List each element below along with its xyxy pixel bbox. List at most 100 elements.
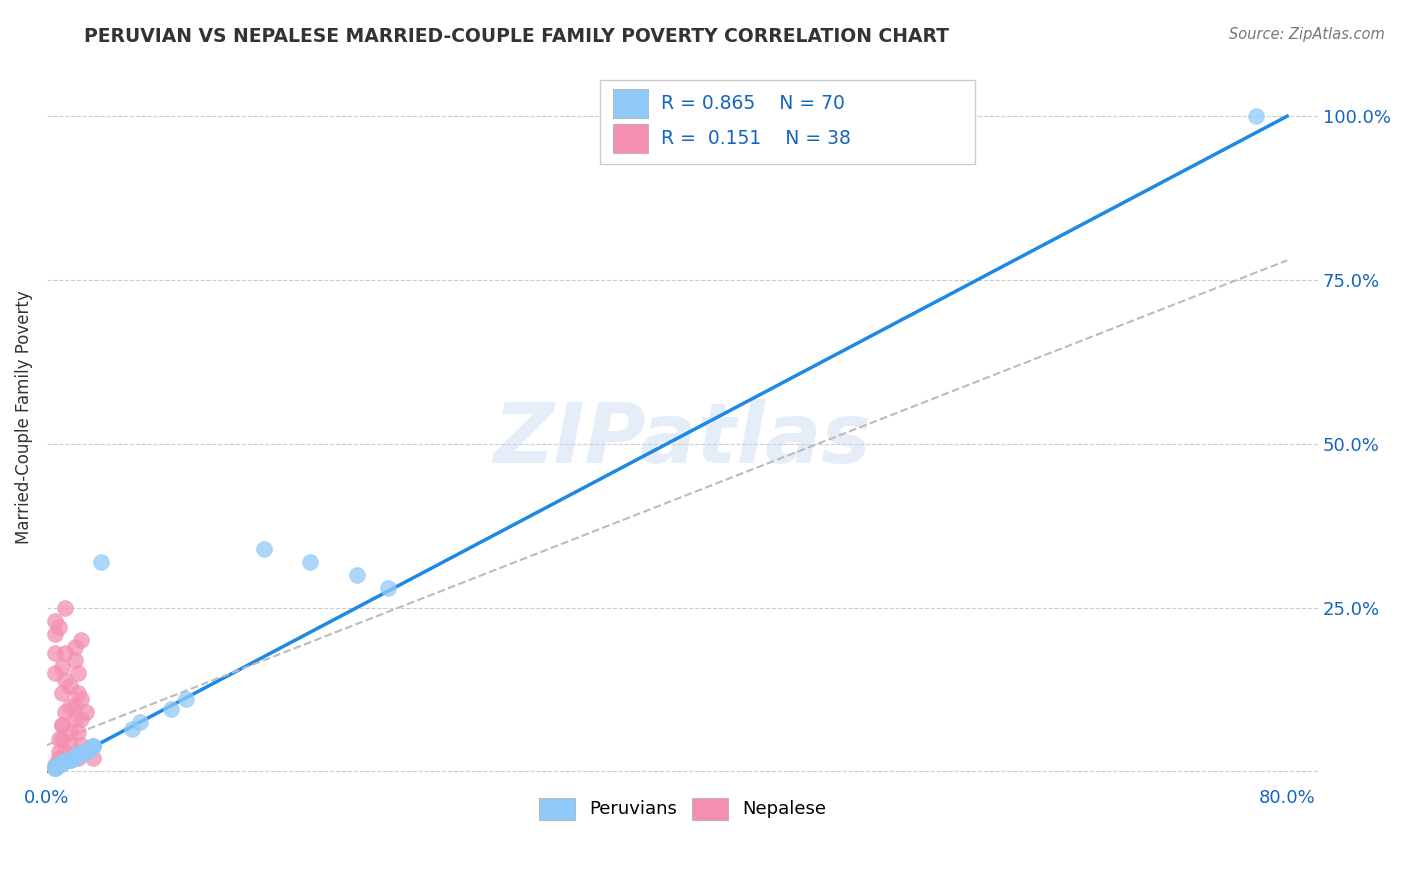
- Point: [75, 745, 97, 759]
- Point: [253, 541, 276, 556]
- Point: [51, 756, 73, 771]
- Point: [70, 746, 93, 760]
- Point: [51, 731, 73, 746]
- Point: [75, 745, 97, 759]
- Point: [55, 755, 77, 769]
- Point: [70, 692, 93, 706]
- FancyBboxPatch shape: [600, 80, 974, 164]
- Point: [55, 745, 77, 759]
- Legend: Peruvians, Nepalese: Peruvians, Nepalese: [531, 790, 834, 827]
- Point: [66, 747, 89, 762]
- Point: [121, 722, 143, 736]
- Text: R = 0.865    N = 70: R = 0.865 N = 70: [661, 94, 845, 113]
- Point: [70, 746, 93, 760]
- Point: [44, 626, 66, 640]
- Point: [75, 745, 97, 759]
- Point: [51, 686, 73, 700]
- Point: [66, 747, 89, 762]
- Point: [1244, 109, 1267, 123]
- Point: [44, 761, 66, 775]
- Point: [48, 757, 70, 772]
- Point: [55, 755, 77, 769]
- Point: [44, 761, 66, 775]
- Point: [55, 706, 77, 720]
- Point: [79, 741, 101, 756]
- Point: [55, 755, 77, 769]
- Point: [63, 640, 86, 654]
- Point: [55, 600, 77, 615]
- Point: [59, 752, 82, 766]
- Text: Source: ZipAtlas.com: Source: ZipAtlas.com: [1229, 27, 1385, 42]
- Point: [129, 715, 152, 730]
- Point: [51, 756, 73, 771]
- Point: [63, 750, 86, 764]
- Point: [59, 738, 82, 752]
- Point: [70, 746, 93, 760]
- Point: [66, 725, 89, 739]
- Point: [48, 620, 70, 634]
- Bar: [613, 124, 648, 153]
- Point: [44, 757, 66, 772]
- Point: [66, 747, 89, 762]
- Point: [82, 739, 104, 754]
- Point: [66, 747, 89, 762]
- Point: [70, 746, 93, 760]
- Point: [44, 614, 66, 628]
- Point: [79, 741, 101, 756]
- Point: [51, 718, 73, 732]
- Point: [55, 647, 77, 661]
- Point: [48, 757, 70, 772]
- Point: [55, 755, 77, 769]
- Point: [48, 731, 70, 746]
- Point: [63, 653, 86, 667]
- Y-axis label: Married-Couple Family Poverty: Married-Couple Family Poverty: [15, 291, 32, 544]
- Point: [70, 738, 93, 752]
- Point: [63, 750, 86, 764]
- Point: [59, 752, 82, 766]
- Point: [59, 725, 82, 739]
- Point: [75, 745, 97, 759]
- Text: ZIPatlas: ZIPatlas: [494, 399, 872, 480]
- Point: [66, 747, 89, 762]
- Text: R =  0.151    N = 38: R = 0.151 N = 38: [661, 129, 851, 148]
- Point: [51, 756, 73, 771]
- Point: [48, 745, 70, 759]
- Point: [82, 751, 104, 765]
- Point: [70, 633, 93, 648]
- Point: [79, 741, 101, 756]
- Point: [66, 747, 89, 762]
- Point: [346, 567, 368, 582]
- Point: [82, 739, 104, 754]
- Point: [59, 752, 82, 766]
- Point: [48, 757, 70, 772]
- Bar: [613, 89, 648, 118]
- Point: [48, 757, 70, 772]
- Point: [66, 686, 89, 700]
- Point: [59, 679, 82, 693]
- Point: [51, 718, 73, 732]
- Point: [299, 555, 322, 569]
- Point: [63, 750, 86, 764]
- Point: [59, 752, 82, 766]
- Point: [66, 666, 89, 681]
- Point: [176, 692, 198, 706]
- Point: [51, 756, 73, 771]
- Point: [44, 761, 66, 775]
- Point: [51, 756, 73, 771]
- Point: [63, 750, 86, 764]
- Point: [63, 750, 86, 764]
- Point: [59, 698, 82, 713]
- Point: [160, 702, 183, 716]
- Point: [48, 751, 70, 765]
- Point: [63, 750, 86, 764]
- Point: [70, 746, 93, 760]
- Point: [70, 746, 93, 760]
- Point: [90, 555, 112, 569]
- Point: [55, 673, 77, 687]
- Point: [44, 761, 66, 775]
- Point: [66, 751, 89, 765]
- Point: [59, 752, 82, 766]
- Point: [44, 761, 66, 775]
- Point: [55, 755, 77, 769]
- Point: [44, 647, 66, 661]
